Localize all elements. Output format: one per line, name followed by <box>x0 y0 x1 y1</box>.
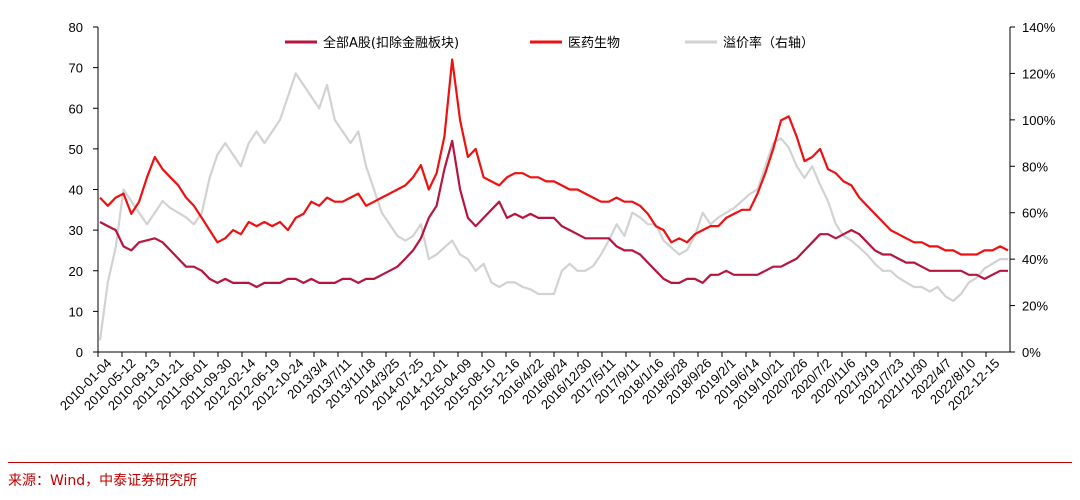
left-tick-label: 30 <box>69 223 83 238</box>
left-tick-label: 10 <box>69 304 83 319</box>
legend: 全部A股(扣除金融板块) 医药生物 溢价率（右轴） <box>285 35 814 51</box>
series-line-1 <box>99 58 1009 256</box>
right-tick-label: 80% <box>1022 159 1048 174</box>
right-tick-label: 140% <box>1022 20 1056 35</box>
right-tick-label: 120% <box>1022 66 1056 81</box>
series-line-0 <box>99 139 1008 289</box>
right-tick-label: 40% <box>1022 252 1048 267</box>
left-tick-label: 80 <box>69 20 83 35</box>
right-tick-label: 20% <box>1022 299 1048 314</box>
legend-label-0: 全部A股(扣除金融板块) <box>323 35 459 51</box>
legend-label-1: 医药生物 <box>568 36 620 51</box>
source-divider <box>8 462 1072 463</box>
series-lines <box>98 58 1009 341</box>
source-note: 来源：Wind，中泰证券研究所 <box>8 473 198 489</box>
right-tick-label: 0% <box>1022 345 1041 360</box>
left-tick-label: 20 <box>69 264 83 279</box>
left-tick-label: 40 <box>69 183 83 198</box>
series-line-2 <box>98 72 1008 341</box>
left-tick-label: 70 <box>69 61 83 76</box>
legend-label-2: 溢价率（右轴） <box>723 35 814 51</box>
right-tick-label: 100% <box>1022 113 1056 128</box>
left-tick-label: 60 <box>69 101 83 116</box>
right-tick-label: 60% <box>1022 206 1048 221</box>
left-tick-label: 0 <box>76 345 83 360</box>
left-tick-label: 50 <box>69 142 83 157</box>
axes: 0 10 20 30 40 50 60 70 80 0% 20% 40% 60% 80% 100% 120% 1… <box>57 20 1056 413</box>
